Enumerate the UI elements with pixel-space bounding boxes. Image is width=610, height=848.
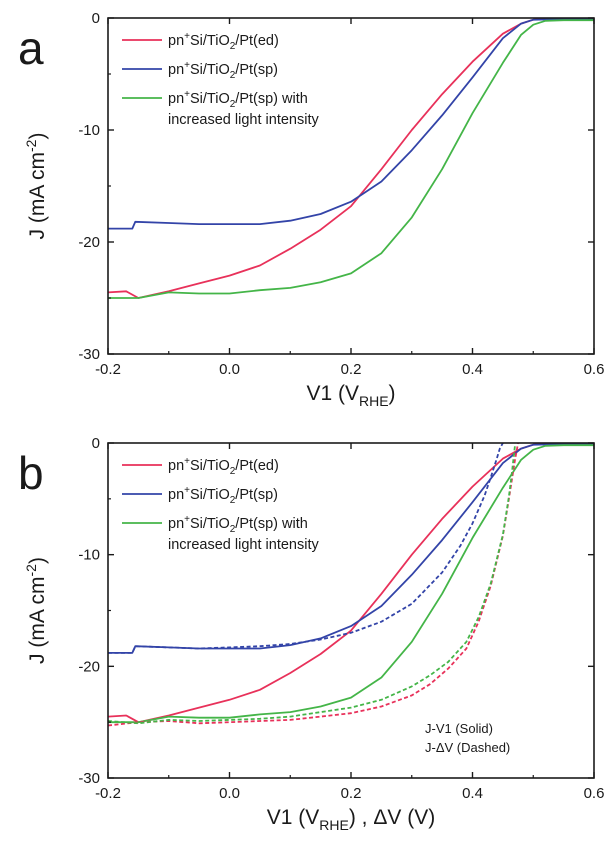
legend-text-mid: Si/TiO [190, 458, 230, 474]
legend-text-sub: 2 [230, 524, 236, 535]
series-line-dashed-4 [108, 443, 504, 654]
y-tick-label: -30 [78, 346, 100, 363]
x-tick-label: 0.6 [584, 361, 605, 378]
legend-text-base: pn [168, 487, 184, 503]
legend-text-base: pn [168, 91, 184, 107]
y-tick-label: 0 [92, 435, 100, 452]
legend-text-base: pn [168, 62, 184, 78]
y-axis-title-sup: -2 [23, 139, 39, 152]
y-axis-title: J (mA cm-2) [23, 133, 49, 240]
legend-text-mid: Si/TiO [190, 62, 230, 78]
legend-text-tail: /Pt(sp) with [235, 91, 308, 107]
series-line-solid-2 [108, 19, 594, 299]
legend-text-base: pn [168, 458, 184, 474]
legend-entry-text: pn+Si/TiO2/Pt(sp) [168, 60, 278, 81]
panel-b: -0.2 0.0 0.2 0.4 0.6 0 -10 -20 -30 b V1 (VRHE) , Δ… [18, 435, 604, 833]
series-line-solid-0 [108, 443, 594, 724]
x-axis-title-main: V1 (V [306, 382, 359, 405]
series-line-solid-1 [108, 18, 594, 230]
y-axis-title-main: J (mA cm [26, 576, 49, 664]
x-axis-title-sub: RHE [359, 393, 389, 409]
series-line-dashed-5 [108, 445, 516, 725]
series-line-solid-2 [108, 444, 594, 724]
y-tick-label: 0 [92, 10, 100, 27]
x-tick-label: 0.6 [584, 785, 605, 802]
x-tick-label: 0.4 [462, 785, 483, 802]
y-axis-title-sup: -2 [23, 564, 39, 577]
legend-entry-text: pn+Si/TiO2/Pt(ed) [168, 31, 279, 52]
legend-text-mid: Si/TiO [190, 487, 230, 503]
legend-text-sub: 2 [230, 41, 236, 52]
legend-text-sub: 2 [230, 495, 236, 506]
legend-text-sub: 2 [230, 466, 236, 477]
legend-text-tail: /Pt(sp) [235, 62, 278, 78]
legend-text-base: pn [168, 33, 184, 49]
x-axis-title: V1 (VRHE) [306, 382, 395, 409]
legend-text-mid: Si/TiO [190, 91, 230, 107]
legend-text-tail: /Pt(ed) [235, 33, 279, 49]
x-tick-label: 0.2 [341, 785, 362, 802]
legend-text-sup: + [184, 485, 190, 496]
x-tick-label: 0.4 [462, 361, 483, 378]
y-axis-title-main: J (mA cm [26, 152, 49, 240]
y-tick-label: -20 [78, 658, 100, 675]
series-line-solid-0 [108, 18, 594, 299]
panel-letter: a [18, 22, 44, 74]
legend-text-sub: 2 [230, 99, 236, 110]
x-axis-title-tail: ) [389, 382, 396, 405]
legend-entry-text-line2: increased light intensity [168, 112, 319, 128]
series-line-dashed-3 [108, 443, 519, 727]
legend-entry-text: pn+Si/TiO2/Pt(ed) [168, 456, 279, 477]
x-axis-title: V1 (VRHE) , ΔV (V) [267, 806, 435, 833]
y-tick-label: -10 [78, 122, 100, 139]
legend-text-sub: 2 [230, 70, 236, 81]
y-tick-label: -10 [78, 547, 100, 564]
legend-text-sup: + [184, 456, 190, 467]
legend-entry-text-line2: increased light intensity [168, 537, 319, 553]
legend-text-mid: Si/TiO [190, 33, 230, 49]
legend-text-sup: + [184, 89, 190, 100]
x-axis-title-sub: RHE [319, 817, 349, 833]
x-tick-label: 0.0 [219, 361, 240, 378]
legend-text-mid: Si/TiO [190, 516, 230, 532]
legend-text-sup: + [184, 31, 190, 42]
y-axis-title-tail: ) [26, 557, 49, 564]
panel-letter: b [18, 447, 44, 499]
legend-text-sup: + [184, 514, 190, 525]
x-axis-title-main: V1 (V [267, 806, 320, 829]
y-tick-label: -20 [78, 234, 100, 251]
legend-text-tail: /Pt(sp) with [235, 516, 308, 532]
y-axis-title-tail: ) [26, 133, 49, 140]
x-axis-title-tail: ) , ΔV (V) [349, 806, 435, 829]
legend-text-tail: /Pt(sp) [235, 487, 278, 503]
x-tick-label: 0.0 [219, 785, 240, 802]
legend-text-base: pn [168, 516, 184, 532]
annotation-text: J-V1 (Solid) [425, 721, 493, 736]
annotation-text: J-ΔV (Dashed) [425, 740, 510, 755]
y-axis-title: J (mA cm-2) [23, 557, 49, 664]
legend-text-tail: /Pt(ed) [235, 458, 279, 474]
x-tick-label: 0.2 [341, 361, 362, 378]
y-tick-label: -30 [78, 770, 100, 787]
x-tick-label: -0.2 [95, 361, 121, 378]
legend-text-sup: + [184, 60, 190, 71]
legend-entry-text: pn+Si/TiO2/Pt(sp) [168, 485, 278, 506]
x-tick-label: -0.2 [95, 785, 121, 802]
legend-entry-text: pn+Si/TiO2/Pt(sp) with [168, 514, 308, 535]
legend-entry-text: pn+Si/TiO2/Pt(sp) with [168, 89, 308, 110]
